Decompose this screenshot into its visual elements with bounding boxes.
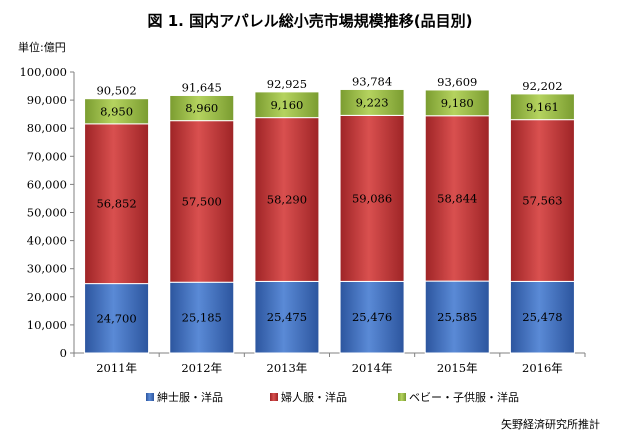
total-label: 90,502	[96, 84, 136, 98]
x-category-label: 2014年	[352, 361, 393, 375]
data-label: 9,161	[526, 100, 559, 114]
y-tick-label: 0	[60, 346, 67, 360]
data-label: 25,476	[352, 310, 392, 324]
data-label: 25,478	[522, 310, 562, 324]
bar-segment	[169, 281, 235, 354]
legend-swatch	[270, 393, 278, 401]
total-label: 92,925	[267, 77, 307, 91]
bar-segment	[509, 280, 575, 354]
data-label: 58,290	[267, 193, 307, 207]
bar-segment	[339, 280, 405, 354]
total-label: 93,609	[437, 75, 477, 89]
legend-swatch	[146, 393, 154, 401]
chart-title: 図 1. 国内アパレル総小売市場規模推移(品目別)	[148, 12, 473, 30]
bar-segment	[254, 280, 320, 354]
source-note: 矢野経済研究所推計	[501, 417, 600, 431]
data-label: 25,475	[267, 310, 307, 324]
x-category-label: 2015年	[437, 361, 478, 375]
bar-segment	[84, 123, 150, 285]
data-label: 9,223	[356, 95, 389, 109]
x-category-label: 2012年	[181, 361, 222, 375]
legend-label: 紳士服・洋品	[157, 390, 223, 404]
bar-segment	[169, 120, 235, 283]
unit-label: 単位:億円	[18, 40, 66, 54]
y-tick-label: 50,000	[27, 206, 67, 220]
bar-segment	[254, 117, 320, 282]
data-label: 59,086	[352, 191, 392, 205]
total-label: 92,202	[522, 79, 562, 93]
y-tick-label: 80,000	[27, 121, 67, 135]
data-label: 24,700	[96, 311, 136, 325]
x-category-label: 2011年	[96, 361, 137, 375]
data-label: 57,563	[522, 194, 562, 208]
bar-segment	[424, 89, 490, 117]
legend-swatch	[398, 393, 406, 401]
total-label: 91,645	[182, 80, 222, 94]
bar-segment	[339, 88, 405, 116]
x-category-label: 2013年	[267, 361, 308, 375]
legend-label: ベビー・子供服・洋品	[409, 390, 519, 404]
legend-label: 婦人服・洋品	[281, 390, 347, 404]
bar-segment	[169, 94, 235, 122]
bar-segment	[509, 119, 575, 282]
bar-segment	[84, 283, 150, 354]
y-tick-label: 60,000	[27, 177, 67, 191]
data-label: 8,960	[185, 101, 218, 115]
total-label: 93,784	[352, 74, 392, 88]
bar-segment	[424, 115, 490, 282]
y-tick-label: 100,000	[19, 65, 67, 79]
data-label: 25,585	[437, 310, 477, 324]
y-tick-label: 40,000	[27, 234, 67, 248]
bar-segment	[84, 98, 150, 125]
y-tick-label: 10,000	[27, 318, 67, 332]
bar-segment	[339, 114, 405, 282]
y-tick-label: 30,000	[27, 262, 67, 276]
y-tick-label: 20,000	[27, 290, 67, 304]
y-tick-label: 70,000	[27, 149, 67, 163]
bar-segment	[254, 91, 320, 119]
x-category-label: 2016年	[522, 361, 563, 375]
data-label: 58,844	[437, 191, 477, 205]
bar-segment	[509, 93, 575, 121]
data-label: 57,500	[182, 194, 222, 208]
bar-segment	[424, 280, 490, 354]
data-label: 25,185	[182, 311, 222, 325]
data-label: 8,950	[100, 104, 133, 118]
data-label: 56,852	[96, 197, 136, 211]
data-label: 9,180	[441, 96, 474, 110]
data-label: 9,160	[270, 98, 303, 112]
y-tick-label: 90,000	[27, 93, 67, 107]
